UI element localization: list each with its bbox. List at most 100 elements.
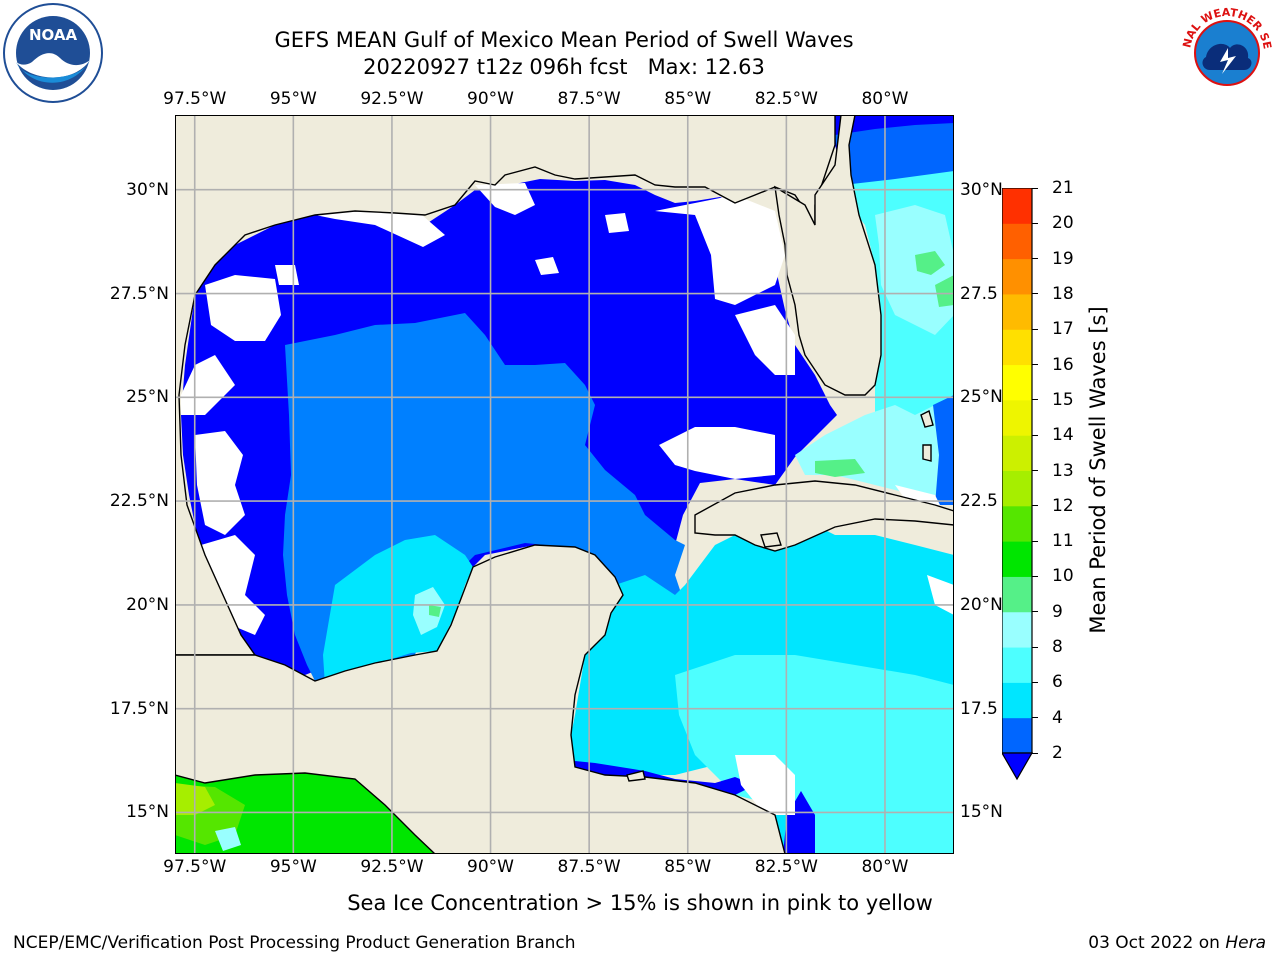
lon-tick-label-top: 85°W (664, 89, 712, 109)
lon-tick-label-bottom: 90°W (467, 857, 515, 877)
colorbar-cell (1002, 258, 1032, 295)
lat-tick-label-left: 27.5°N (109, 283, 169, 304)
lon-tick-label-bottom: 85°W (664, 857, 712, 877)
colorbar-level-label: 9 (1052, 601, 1063, 622)
colorbar-cell (1002, 576, 1032, 613)
caribbean-deep-blue-strip (783, 791, 815, 854)
colorbar-level-label: 6 (1052, 672, 1063, 693)
noaa-logo: NOAA (3, 3, 103, 103)
colorbar-level-label: 17 (1052, 319, 1074, 340)
colorbar-cell (1002, 293, 1032, 330)
footer-credit: NCEP/EMC/Verification Post Processing Pr… (13, 933, 576, 953)
colorbar-cell (1002, 682, 1032, 719)
colorbar-tick (1032, 187, 1038, 189)
colorbar-level-label: 19 (1052, 248, 1074, 269)
colorbar-level-label: 11 (1052, 531, 1074, 552)
lat-tick-label-right: 17.5 (960, 698, 998, 719)
colorbar-tick (1032, 540, 1038, 542)
atlantic-green-patch-2 (935, 275, 954, 307)
footer-date-text: 03 Oct 2022 on (1088, 933, 1226, 953)
colorbar-cell (1002, 435, 1032, 471)
colorbar-level-label: 10 (1052, 566, 1074, 587)
lat-tick-label-left: 25°N (126, 387, 169, 408)
gulf-green-patch (429, 605, 441, 617)
colorbar-under-arrow (1002, 752, 1034, 781)
colorbar-tick (1032, 505, 1038, 507)
lat-tick-label-right: 20°N (960, 594, 1003, 615)
lat-tick-label-right: 22.5 (960, 491, 998, 512)
colorbar-cell (1002, 505, 1032, 542)
colorbar-level-label: 21 (1052, 178, 1074, 198)
pacific-green-region (175, 773, 435, 854)
colorbar-tick (1032, 752, 1038, 754)
nws-logo: NATIONAL WEATHER SERVICE (1176, 2, 1276, 102)
colorbar-level-label: 20 (1052, 213, 1074, 234)
lon-tick-label-top: 92.5°W (360, 89, 424, 109)
colorbar-tick (1032, 646, 1038, 648)
lat-tick-label-left: 20°N (126, 594, 169, 615)
colorbar-cell (1002, 364, 1032, 401)
atlantic-green-patch-1 (915, 251, 945, 275)
lat-tick-label-right: 25°N (960, 387, 1003, 408)
lon-tick-label-top: 95°W (269, 89, 317, 109)
colorbar (1002, 188, 1034, 781)
pacific-cyan-patch (215, 827, 241, 851)
colorbar-level-label: 12 (1052, 495, 1074, 516)
colorbar-tick (1032, 611, 1038, 613)
lon-tick-label-top: 80°W (861, 89, 909, 109)
colorbar-level-label: 13 (1052, 460, 1074, 481)
lon-tick-label-bottom: 95°W (269, 857, 317, 877)
colorbar-tick (1032, 258, 1038, 260)
colorbar-level-label: 15 (1052, 389, 1074, 410)
lat-tick-label-right: 27.5 (960, 283, 998, 304)
lon-tick-label-top: 87.5°W (557, 89, 621, 109)
noaa-logo-text: NOAA (29, 26, 78, 44)
colorbar-tick (1032, 293, 1038, 295)
footer-machine: Hera (1225, 933, 1266, 953)
lat-tick-label-right: 30°N (960, 179, 1003, 200)
colorbar-cell (1002, 399, 1032, 436)
lon-tick-label-bottom: 87.5°W (557, 857, 621, 877)
colorbar-title: Mean Period of Swell Waves [s] (1086, 306, 1110, 634)
lon-tick-label-top: 90°W (467, 89, 515, 109)
lon-tick-label-bottom: 92.5°W (360, 857, 424, 877)
colorbar-level-label: 4 (1052, 707, 1063, 728)
lat-tick-label-left: 30°N (126, 179, 169, 200)
colorbar-level-label: 2 (1052, 743, 1063, 763)
colorbar-cell (1002, 329, 1032, 366)
colorbar-cell (1002, 647, 1032, 683)
chart-subtitle: 20220927 t12z 096h fcst Max: 12.63 (363, 55, 765, 79)
colorbar-tick (1032, 434, 1038, 436)
bahamas-blue (933, 395, 954, 505)
colorbar-tick (1032, 328, 1038, 330)
map-graticule (175, 115, 954, 854)
lat-tick-label-left: 15°N (126, 802, 169, 823)
colorbar-level-label: 18 (1052, 283, 1074, 304)
lon-tick-label-top: 97.5°W (163, 89, 227, 109)
lat-tick-label-right: 15°N (960, 802, 1003, 823)
land-masses (175, 115, 954, 854)
colorbar-cell (1002, 223, 1032, 260)
gulf-of-mexico-map (175, 115, 954, 854)
colorbar-tick (1032, 222, 1038, 224)
lon-tick-label-bottom: 80°W (861, 857, 909, 877)
map-panel (175, 115, 954, 854)
lat-tick-label-left: 22.5°N (109, 491, 169, 512)
colorbar-tick (1032, 717, 1038, 719)
colorbar-tick (1032, 364, 1038, 366)
colorbar-cell (1002, 470, 1032, 507)
colorbar-tick (1032, 575, 1038, 577)
colorbar-cell (1002, 188, 1032, 224)
lon-tick-label-bottom: 82.5°W (754, 857, 818, 877)
lat-tick-label-left: 17.5°N (109, 698, 169, 719)
atlantic-light-cyan (875, 205, 954, 335)
chart-title: GEFS MEAN Gulf of Mexico Mean Period of … (274, 28, 854, 52)
colorbar-tick (1032, 470, 1038, 471)
colorbar-cell (1002, 541, 1032, 577)
colorbar-cell (1002, 611, 1032, 648)
colorbar-tick (1032, 399, 1038, 401)
colorbar-cell (1002, 717, 1032, 754)
colorbar-level-label: 8 (1052, 637, 1063, 658)
lon-tick-label-top: 82.5°W (754, 89, 818, 109)
straits-green (815, 459, 865, 477)
